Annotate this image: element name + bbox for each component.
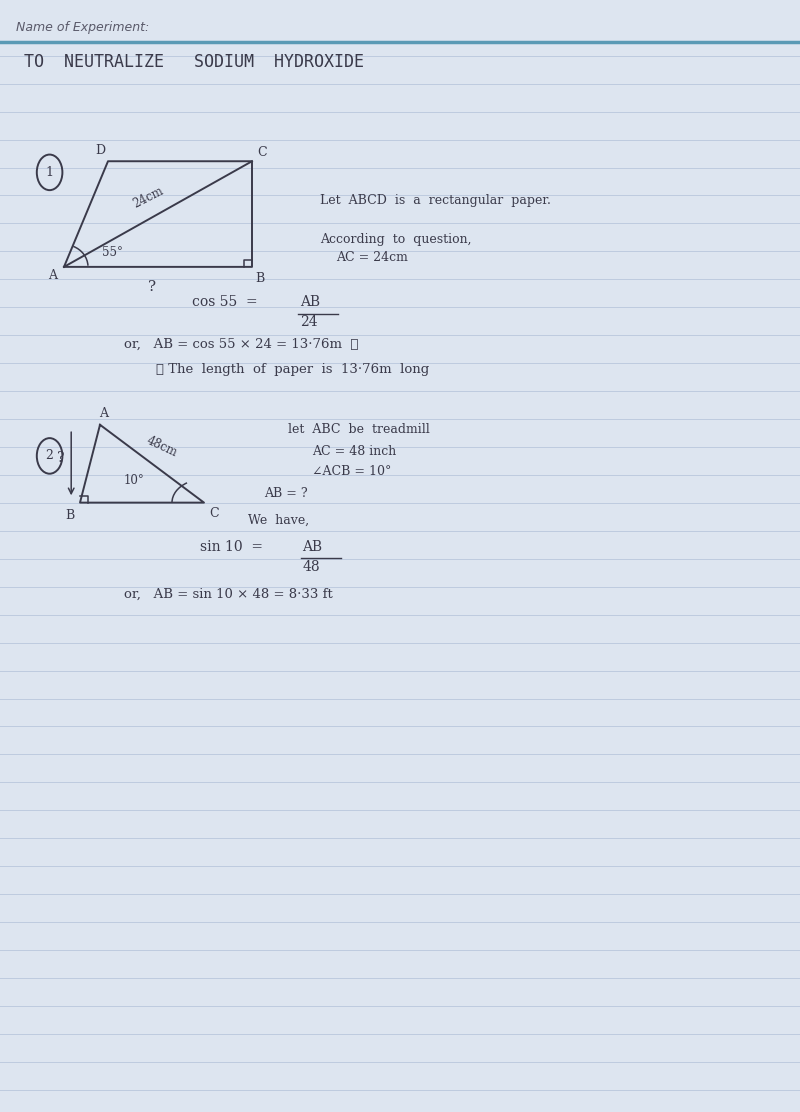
Text: According  to  question,: According to question,	[320, 232, 471, 246]
Text: C: C	[257, 146, 266, 159]
Text: ?: ?	[57, 451, 65, 465]
Text: 2: 2	[46, 449, 54, 463]
Text: cos 55  =: cos 55 =	[192, 296, 258, 309]
Text: A: A	[48, 269, 58, 282]
Text: AC = 48 inch: AC = 48 inch	[312, 445, 396, 458]
Text: 1: 1	[46, 166, 54, 179]
Text: AB: AB	[302, 540, 322, 554]
Text: or,   AB = sin 10 × 48 = 8·33 ft: or, AB = sin 10 × 48 = 8·33 ft	[124, 587, 333, 600]
Text: C: C	[209, 507, 218, 520]
Text: D: D	[95, 143, 105, 157]
Text: Name of Experiment:: Name of Experiment:	[16, 21, 150, 34]
Text: B: B	[66, 509, 75, 523]
Text: Let  ABCD  is  a  rectangular  paper.: Let ABCD is a rectangular paper.	[320, 193, 551, 207]
Text: ∴ The  length  of  paper  is  13·76m  long: ∴ The length of paper is 13·76m long	[156, 363, 430, 376]
Text: 24: 24	[300, 316, 318, 329]
Text: A: A	[99, 407, 109, 420]
Text: or,   AB = cos 55 × 24 = 13·76m  ✓: or, AB = cos 55 × 24 = 13·76m ✓	[124, 338, 358, 351]
Text: AB = ?: AB = ?	[264, 487, 308, 500]
Text: 24cm: 24cm	[130, 185, 166, 211]
Text: ∠ACB = 10°: ∠ACB = 10°	[312, 465, 391, 478]
Text: We  have,: We have,	[248, 514, 309, 527]
Text: 48cm: 48cm	[144, 435, 179, 459]
Text: AC = 24cm: AC = 24cm	[336, 251, 408, 265]
Text: 10°: 10°	[124, 474, 145, 487]
Text: 55°: 55°	[102, 246, 123, 259]
Text: AB: AB	[300, 296, 320, 309]
Text: let  ABC  be  treadmill: let ABC be treadmill	[288, 423, 430, 436]
Text: sin 10  =: sin 10 =	[200, 540, 263, 554]
Text: 48: 48	[302, 560, 320, 574]
Text: ?: ?	[148, 280, 156, 294]
Text: TO  NEUTRALIZE   SODIUM  HYDROXIDE: TO NEUTRALIZE SODIUM HYDROXIDE	[24, 53, 364, 71]
Text: B: B	[255, 271, 265, 285]
